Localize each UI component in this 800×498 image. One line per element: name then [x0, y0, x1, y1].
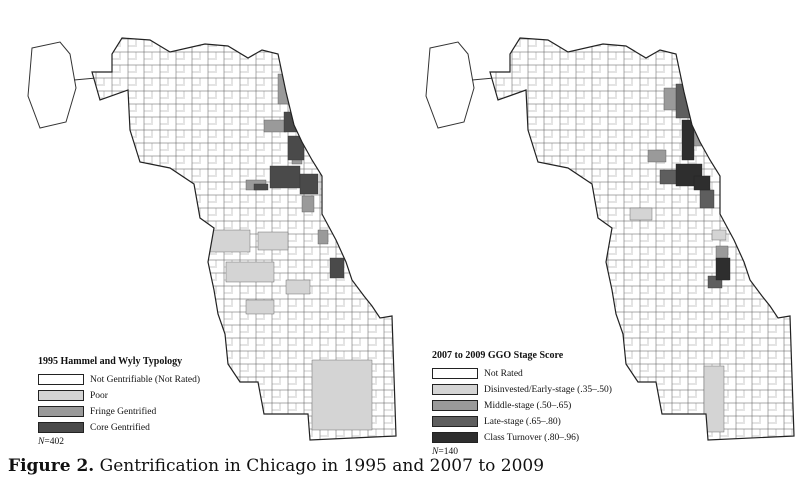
- legend-swatch: [38, 390, 84, 401]
- sample-size: N=140: [432, 447, 458, 457]
- legend-item: Not Rated: [432, 367, 612, 380]
- poor-areas: [209, 229, 373, 431]
- maps-canvas: [27, 37, 795, 441]
- legend-label: Middle-stage (.50–.65): [484, 400, 572, 411]
- legend-item: Middle-stage (.50–.65): [432, 399, 612, 412]
- legend-swatch: [432, 400, 478, 411]
- disinvested-early-stage-areas: [629, 207, 727, 433]
- ohare-area: [425, 41, 475, 129]
- legend-label: Class Turnover (.80–.96): [484, 432, 580, 443]
- legend-label: Fringe Gentrified: [90, 406, 157, 417]
- figure-caption-text: Gentrification in Chicago in 1995 and 20…: [94, 456, 545, 476]
- legend-item: Core Gentrified: [38, 421, 200, 434]
- legend-label: Late-stage (.65–.80): [484, 416, 561, 427]
- legend-item: Poor: [38, 389, 200, 402]
- legend-swatch: [38, 374, 84, 385]
- legend-label: Not Gentrifiable (Not Rated): [90, 374, 201, 385]
- sample-size: N=402: [38, 437, 64, 447]
- core-gentrified-areas: [253, 111, 345, 279]
- legend-item: Not Gentrifiable (Not Rated): [38, 373, 200, 386]
- class-turnover-areas: [675, 119, 731, 281]
- legend-swatch: [432, 432, 478, 443]
- legend-swatch: [432, 368, 478, 379]
- legend-label: Core Gentrified: [90, 422, 150, 433]
- ohare-area: [27, 41, 77, 129]
- legend-title: 2007 to 2009 GGO Stage Score: [432, 350, 564, 361]
- legend-swatch: [38, 422, 84, 433]
- legend-item: Disinvested/Early-stage (.35–.50): [432, 383, 612, 396]
- figure-caption: Figure 2. Gentrification in Chicago in 1…: [8, 456, 544, 476]
- legend-1995: 1995 Hammel and Wyly Typology Not Gentri…: [38, 356, 200, 447]
- legend-swatch: [432, 416, 478, 427]
- legend-2007-2009: 2007 to 2009 GGO Stage Score Not Rated D…: [432, 350, 612, 457]
- legend-label: Poor: [90, 390, 108, 401]
- legend-title: 1995 Hammel and Wyly Typology: [38, 356, 183, 367]
- legend-item: Class Turnover (.80–.96): [432, 431, 612, 444]
- legend-swatch: [38, 406, 84, 417]
- legend-item: Late-stage (.65–.80): [432, 415, 612, 428]
- legend-swatch: [432, 384, 478, 395]
- legend-label: Disinvested/Early-stage (.35–.50): [484, 384, 612, 395]
- legend-item: Fringe Gentrified: [38, 405, 200, 418]
- figure-label: Figure 2.: [8, 456, 95, 476]
- legend-label: Not Rated: [484, 368, 523, 379]
